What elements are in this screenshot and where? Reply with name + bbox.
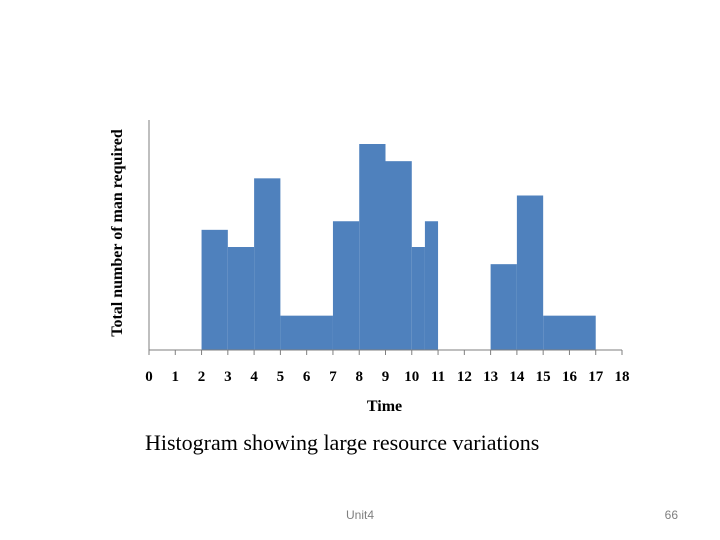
histogram-bar-10: [516, 195, 544, 350]
x-tick-label-16: 16: [562, 369, 578, 385]
histogram-bar-7: [411, 247, 425, 350]
bars-group: [201, 144, 596, 350]
x-tick-label-2: 2: [198, 369, 206, 385]
x-tick-label-13: 13: [483, 369, 498, 385]
histogram-bar-3: [280, 315, 333, 350]
histogram-bar-1: [227, 247, 255, 350]
x-tick-label-0: 0: [145, 369, 153, 385]
histogram-bar-0: [201, 229, 228, 350]
x-tick-label-4: 4: [250, 369, 258, 385]
x-tick-label-8: 8: [355, 369, 363, 385]
x-tick-label-15: 15: [536, 369, 551, 385]
x-axis-title: Time: [367, 398, 402, 415]
x-tick-label-9: 9: [382, 369, 390, 385]
histogram-bar-4: [332, 221, 360, 350]
x-tick-label-12: 12: [457, 369, 472, 385]
x-tick-label-5: 5: [277, 369, 285, 385]
x-tick-label-11: 11: [431, 369, 445, 385]
x-tick-label-14: 14: [509, 369, 525, 385]
x-tick-label-7: 7: [329, 369, 337, 385]
histogram-bar-8: [424, 221, 439, 350]
page-number: 66: [664, 508, 678, 522]
histogram-bar-6: [385, 161, 412, 350]
x-tick-label-18: 18: [615, 369, 630, 385]
x-tick-label-3: 3: [224, 369, 232, 385]
histogram-bar-5: [359, 144, 386, 350]
histogram-bar-9: [490, 264, 517, 350]
histogram-bar-2: [254, 178, 281, 350]
x-tick-label-6: 6: [303, 369, 311, 385]
chart-caption: Histogram showing large resource variati…: [145, 430, 540, 455]
x-tick-label-17: 17: [588, 369, 604, 385]
x-ticks-group: 0 1 2 3 4 5 6 7 8 9 10 11 12 13 14 15 16 17 18: [145, 350, 630, 385]
y-axis-title: Total number of man required: [109, 129, 126, 337]
footer-unit-label: Unit4: [345, 508, 374, 522]
x-tick-label-10: 10: [404, 369, 419, 385]
histogram-bar-11: [543, 315, 596, 350]
x-tick-label-1: 1: [172, 369, 180, 385]
